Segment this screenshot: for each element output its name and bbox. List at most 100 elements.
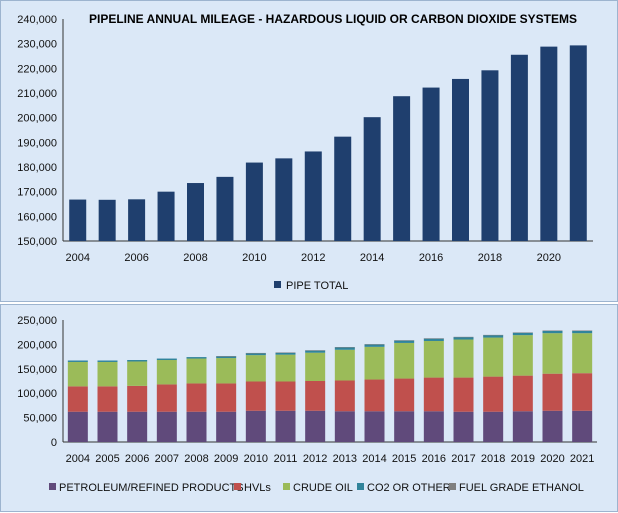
bar-segment-petroleum-refined-products-2004 bbox=[67, 411, 88, 442]
x-tick-label: 2010 bbox=[242, 252, 266, 264]
y-axis: 0 50,000 100,000 150,000 200,000 250,000 bbox=[17, 315, 597, 449]
bar-segment-hvls-2013 bbox=[334, 380, 355, 412]
x-tick-label: 2014 bbox=[362, 453, 386, 465]
bar-segment-petroleum-refined-products-2016 bbox=[423, 411, 444, 442]
legend-swatch-fuel-grade-ethanol bbox=[449, 483, 456, 490]
bar-segment-crude-oil-2015 bbox=[394, 342, 415, 379]
bar-segment-petroleum-refined-products-2009 bbox=[216, 411, 237, 442]
bar-segment-fuel-grade-ethanol-2017 bbox=[453, 336, 474, 338]
x-tick-label: 2006 bbox=[125, 453, 149, 465]
bar-2016 bbox=[422, 87, 440, 241]
x-tick-label: 2015 bbox=[392, 453, 416, 465]
bar-segment-crude-oil-2016 bbox=[423, 340, 444, 378]
bottom-chart-panel: 0 50,000 100,000 150,000 200,000 250,000 2004… bbox=[0, 304, 618, 512]
bar-segment-petroleum-refined-products-2014 bbox=[364, 411, 385, 442]
bar-segment-crude-oil-2011 bbox=[275, 354, 296, 382]
bar-segment-co2-or-other-2008 bbox=[186, 357, 207, 359]
x-tick-label: 2004 bbox=[66, 453, 90, 465]
bar-segment-petroleum-refined-products-2007 bbox=[156, 411, 177, 442]
bar-segment-crude-oil-2018 bbox=[483, 337, 504, 377]
bar-segment-crude-oil-2012 bbox=[305, 352, 326, 381]
x-tick-label: 2021 bbox=[570, 453, 594, 465]
bar-segment-hvls-2016 bbox=[423, 377, 444, 412]
bar-segment-co2-or-other-2005 bbox=[97, 360, 118, 362]
y-tick-label: 150,000 bbox=[17, 364, 57, 376]
legend-label-pipe-total: PIPE TOTAL bbox=[286, 280, 348, 292]
bar-2014 bbox=[363, 117, 381, 241]
bar-segment-fuel-grade-ethanol-2014 bbox=[364, 344, 385, 345]
y-axis: 150,000 160,000 170,000 180,000 190,000 200,0… bbox=[17, 14, 593, 248]
x-tick-label: 2005 bbox=[95, 453, 119, 465]
x-tick-label: 2009 bbox=[214, 453, 238, 465]
bar-segment-fuel-grade-ethanol-2013 bbox=[334, 347, 355, 348]
bar-segment-hvls-2014 bbox=[364, 379, 385, 412]
bar-segment-co2-or-other-2012 bbox=[305, 350, 326, 353]
bar-segment-hvls-2006 bbox=[127, 385, 148, 412]
bar-segment-co2-or-other-2006 bbox=[127, 360, 148, 362]
bar-2018 bbox=[481, 70, 499, 241]
bars bbox=[69, 45, 587, 242]
stacked-bars bbox=[67, 330, 593, 442]
bar-2008 bbox=[187, 183, 204, 241]
x-tick-label: 2012 bbox=[303, 453, 327, 465]
bar-segment-crude-oil-2007 bbox=[156, 360, 177, 385]
x-tick-label: 2018 bbox=[478, 252, 502, 264]
bar-segment-fuel-grade-ethanol-2019 bbox=[512, 332, 533, 333]
legend: PETROLEUM/REFINED PRODUCTS HVLs CRUDE OIL C… bbox=[49, 482, 584, 494]
y-tick-label: 210,000 bbox=[17, 88, 57, 100]
x-tick-label: 2014 bbox=[360, 252, 384, 264]
chart-title: PIPELINE ANNUAL MILEAGE - HAZARDOUS LIQU… bbox=[89, 12, 577, 26]
legend-swatch-co2-or-other bbox=[357, 483, 364, 490]
bar-segment-hvls-2018 bbox=[483, 376, 504, 412]
bar-segment-fuel-grade-ethanol-2009 bbox=[216, 356, 237, 357]
bar-segment-hvls-2009 bbox=[216, 383, 237, 412]
bar-segment-hvls-2017 bbox=[453, 377, 474, 412]
bar-2007 bbox=[157, 191, 175, 241]
y-tick-label: 150,000 bbox=[17, 236, 57, 248]
bar-segment-petroleum-refined-products-2019 bbox=[512, 411, 533, 442]
bar-2017 bbox=[452, 78, 469, 241]
bar-segment-hvls-2007 bbox=[156, 384, 177, 412]
bar-segment-crude-oil-2014 bbox=[364, 346, 385, 380]
legend-swatch-petroleum-refined-products bbox=[49, 483, 56, 490]
bar-segment-hvls-2005 bbox=[97, 386, 118, 412]
y-tick-label: 0 bbox=[51, 437, 57, 449]
bar-segment-crude-oil-2009 bbox=[216, 358, 237, 384]
x-axis: 2004 2006 2008 2010 2012 2014 2016 2018 2020 bbox=[65, 252, 561, 264]
bar-segment-hvls-2015 bbox=[394, 378, 415, 412]
bar-segment-co2-or-other-2019 bbox=[512, 332, 533, 336]
x-tick-label: 2019 bbox=[511, 453, 535, 465]
y-tick-label: 200,000 bbox=[17, 339, 57, 351]
y-tick-label: 160,000 bbox=[17, 211, 57, 223]
x-tick-label: 2016 bbox=[419, 252, 443, 264]
bar-segment-fuel-grade-ethanol-2018 bbox=[483, 334, 504, 336]
bar-2012 bbox=[304, 151, 322, 241]
x-tick-label: 2020 bbox=[540, 453, 564, 465]
bar-segment-hvls-2004 bbox=[67, 386, 88, 412]
bar-segment-co2-or-other-2014 bbox=[364, 344, 385, 347]
x-tick-label: 2010 bbox=[244, 453, 268, 465]
y-tick-label: 170,000 bbox=[17, 187, 57, 199]
bar-segment-hvls-2019 bbox=[512, 375, 533, 412]
y-tick-label: 200,000 bbox=[17, 113, 57, 125]
y-tick-label: 250,000 bbox=[17, 315, 57, 327]
bar-segment-co2-or-other-2020 bbox=[542, 330, 563, 334]
bar-2015 bbox=[393, 96, 411, 241]
bar-2004 bbox=[69, 199, 87, 241]
bar-segment-hvls-2020 bbox=[542, 373, 563, 411]
bar-segment-hvls-2010 bbox=[245, 381, 266, 411]
y-tick-label: 190,000 bbox=[17, 137, 57, 149]
legend-swatch-hvls bbox=[234, 483, 241, 490]
mileage-by-commodity-chart: 0 50,000 100,000 150,000 200,000 250,000 2004… bbox=[17, 315, 597, 494]
x-tick-label: 2011 bbox=[274, 453, 298, 465]
bar-segment-petroleum-refined-products-2020 bbox=[542, 410, 563, 442]
bar-segment-co2-or-other-2013 bbox=[334, 347, 355, 350]
bar-segment-crude-oil-2020 bbox=[542, 333, 563, 374]
legend: PIPE TOTAL bbox=[274, 280, 348, 292]
bar-segment-hvls-2008 bbox=[186, 383, 207, 412]
bar-segment-petroleum-refined-products-2012 bbox=[305, 410, 326, 442]
bar-segment-petroleum-refined-products-2006 bbox=[127, 411, 148, 442]
bar-segment-crude-oil-2021 bbox=[572, 333, 593, 374]
bar-segment-petroleum-refined-products-2008 bbox=[186, 411, 207, 442]
bar-segment-hvls-2021 bbox=[572, 373, 593, 411]
